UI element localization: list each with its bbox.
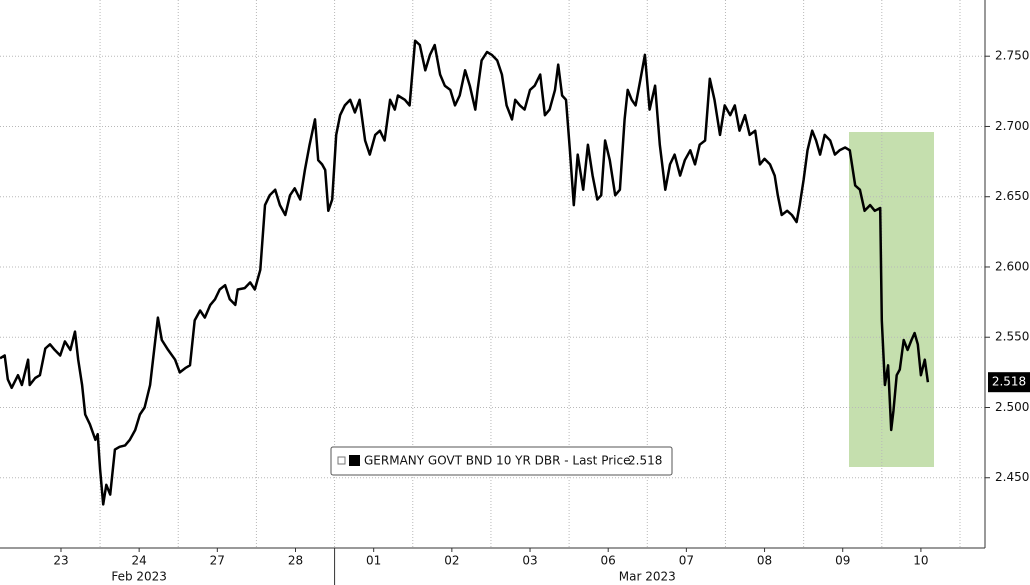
y-tick-label: 2.750 (995, 49, 1029, 63)
x-tick-label: 24 (132, 554, 147, 568)
x-tick-label: 27 (210, 554, 225, 568)
axes: 2.450 2.500 2.550 2.600 2.650 2.700 2.750 23 24 2… (53, 49, 1030, 585)
legend-toggle[interactable] (337, 456, 346, 465)
last-price-badge (988, 372, 1030, 393)
x-tick-label: 28 (288, 554, 303, 568)
x-tick-label: 09 (835, 554, 850, 568)
legend-swatch (349, 455, 360, 466)
x-tick-label: 06 (601, 554, 616, 568)
x-tick-label: 10 (913, 554, 928, 568)
y-tick-label: 2.500 (995, 400, 1029, 414)
x-tick-label: 08 (757, 554, 772, 568)
y-tick-label: 2.600 (995, 259, 1029, 273)
last-price-label: 2.518 (992, 375, 1026, 389)
y-tick-label: 2.550 (995, 330, 1029, 344)
x-tick-label: 02 (444, 554, 459, 568)
plot (0, 39, 930, 506)
month-label: Mar 2023 (619, 570, 676, 584)
x-tick-label: 03 (522, 554, 537, 568)
month-label: Feb 2023 (111, 570, 167, 584)
legend-label: GERMANY GOVT BND 10 YR DBR - Last Price (364, 454, 630, 468)
price-line (0, 39, 930, 506)
x-tick-label: 23 (53, 554, 68, 568)
x-tick-label: 07 (679, 554, 694, 568)
legend-box (330, 446, 673, 476)
y-tick-label: 2.450 (995, 470, 1029, 484)
y-tick-label: 2.700 (995, 119, 1029, 133)
legend-last-price: 2.518 (628, 454, 662, 468)
x-tick-label: 01 (366, 554, 381, 568)
y-tick-label: 2.650 (995, 189, 1029, 203)
legend: GERMANY GOVT BND 10 YR DBR - Last Price … (330, 446, 673, 476)
